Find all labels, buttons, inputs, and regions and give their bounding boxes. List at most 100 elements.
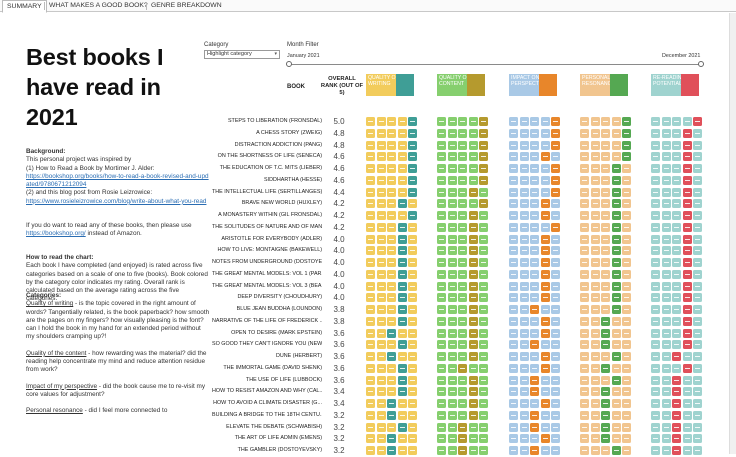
rating-cell (622, 187, 631, 197)
overall-score: 3.2 (333, 422, 345, 432)
table-row[interactable]: THE GREAT MENTAL MODELS: VOL 3 (BEA... 4.… (212, 281, 732, 293)
rating-cell (540, 175, 550, 185)
table-row[interactable]: OPEN TO DESIRE (MARK EPSTEIN) 3.6 (212, 328, 732, 340)
table-row[interactable]: THE EDUCATION OF T.C. MITS (LIEBER) 4.6 (212, 163, 732, 175)
table-row[interactable]: NARRATIVE OF THE LIFE OF FREDERICK ... 3.… (212, 316, 732, 328)
table-row[interactable]: THE GREAT MENTAL MODELS: VOL 1 (PAR... 4.… (212, 269, 732, 281)
tab-what-makes-a-good-book[interactable]: WHAT MAKES A GOOD BOOK? (49, 2, 148, 9)
rating-cell (397, 140, 407, 150)
rating-cell (601, 305, 610, 314)
bookshop-book-link[interactable]: https://bookshop.org/books/how-to-read-a… (26, 172, 209, 189)
table-row[interactable]: SO GOOD THEY CAN'T IGNORE YOU (NEW... 3.6 (212, 339, 732, 351)
rating-cell (479, 363, 488, 373)
table-row[interactable]: STEPS TO LIBERATION (FRONSDAL) 5.0 (212, 116, 732, 128)
rating-cell (551, 211, 560, 220)
rating-cell (651, 363, 660, 373)
rating-cell (551, 352, 560, 361)
table-row[interactable]: NOTES FROM UNDERGROUND (DOSTOYE... 4.0 (212, 257, 732, 269)
rating-cell (622, 281, 631, 291)
table-row[interactable]: ARISTOTLE FOR EVERYBODY (ADLER) 4.0 (212, 234, 732, 246)
rating-cell (376, 246, 386, 256)
rating-cell (590, 316, 600, 326)
table-row[interactable]: SIDDHARTHA (HESSE) 4.6 (212, 175, 732, 187)
book-title: NOTES FROM UNDERGROUND (DOSTOYE... (212, 259, 322, 265)
rating-cell (661, 316, 671, 326)
rating-cell-selected (672, 422, 681, 432)
rating-cell (509, 152, 518, 162)
table-row[interactable]: DUNE (HERBERT) 3.6 (212, 351, 732, 363)
table-row[interactable]: THE IMMORTAL GAME (DAVID SHENK) 3.6 (212, 363, 732, 375)
rating-cell (437, 410, 446, 420)
month-slider-end-handle[interactable] (698, 61, 704, 67)
rating-cell (387, 117, 396, 126)
rating-cell (651, 305, 660, 314)
table-row[interactable]: THE GAMBLER (DOSTOYEVSKY) 3.2 (212, 445, 732, 457)
rating-cell-selected (682, 281, 692, 291)
rating-cell-selected (458, 363, 467, 373)
rating-cell (437, 234, 446, 244)
bookshop-link[interactable]: https://bookshop.org/ (26, 230, 86, 238)
overall-score: 4.0 (333, 293, 345, 303)
rating-cell (468, 199, 478, 209)
rating-cell (397, 128, 407, 138)
rating-cell (611, 140, 621, 150)
rating-cell (519, 246, 529, 256)
tab-genre-breakdown[interactable]: GENRE BREAKDOWN (151, 2, 222, 9)
rating-cell (509, 293, 518, 303)
table-row[interactable]: A MONASTERY WITHIN (GIL FRONSDAL) 4.2 (212, 210, 732, 222)
rating-cell (651, 246, 660, 256)
vertical-scrollbar[interactable] (729, 13, 736, 454)
table-row[interactable]: THE INTELLECTUAL LIFE (SERTILLANGES) 4.4 (212, 187, 732, 199)
rating-cell (672, 269, 681, 279)
category-content-text: - how rewarding was the material? did th… (26, 349, 207, 374)
rating-cell (661, 328, 671, 338)
rating-cell-selected (540, 234, 550, 244)
overall-score: 4.6 (333, 152, 345, 162)
rating-cell (509, 246, 518, 256)
rating-cell (447, 375, 457, 385)
table-row[interactable]: DEEP DIVERSITY (CHOUDHURY) 4.0 (212, 292, 732, 304)
overall-score: 3.2 (333, 410, 345, 420)
table-row[interactable]: BRAVE NEW WORLD (HUXLEY) 4.2 (212, 198, 732, 210)
rating-cell (509, 222, 518, 232)
month-slider-track[interactable] (289, 64, 701, 65)
rating-cell (551, 434, 560, 444)
table-row[interactable]: BUILDING A BRIDGE TO THE 18TH CENTU... 3.… (212, 410, 732, 422)
chevron-down-icon: ▾ (274, 51, 277, 57)
table-row[interactable]: HOW TO AVOID A CLIMATE DISASTER (G... 3.4 (212, 398, 732, 410)
table-row[interactable]: HOW TO LIVE: MONTAIGNE (BAKEWELL) 4.0 (212, 245, 732, 257)
rating-cell (530, 234, 539, 244)
rating-cell-selected (672, 446, 681, 455)
rating-cell (437, 211, 446, 220)
rating-cell (408, 269, 417, 279)
rating-cell-selected (540, 399, 550, 408)
tab-summary[interactable]: SUMMARY (2, 0, 47, 13)
rating-cell (468, 164, 478, 173)
tab-bar: SUMMARY WHAT MAKES A GOOD BOOK? GENRE BR… (0, 0, 736, 13)
table-row[interactable]: ELEVATE THE DEBATE (SCHWABISH) 3.2 (212, 422, 732, 434)
table-row[interactable]: ON THE SHORTNESS OF LIFE (SENECA) 4.6 (212, 151, 732, 163)
category-dropdown[interactable]: Highlight category ▾ (204, 50, 280, 59)
month-slider-start-handle[interactable] (286, 61, 292, 67)
rating-cell (376, 352, 386, 361)
rating-cell (366, 305, 375, 314)
table-row[interactable]: THE USE OF LIFE (LUBBOCK) 3.6 (212, 375, 732, 387)
how-to-read-section: How to read the chart: Each book I have … (26, 254, 210, 304)
table-row[interactable]: A CHESS STORY (ZWEIG) 4.8 (212, 128, 732, 140)
rating-cell (580, 187, 589, 197)
blog-post-link[interactable]: https://www.rosieleizrowice.com/blog/wri… (26, 197, 207, 205)
table-row[interactable]: HOW TO RESIST AMAZON AND WHY (CAL... 3.4 (212, 386, 732, 398)
table-row[interactable]: THE ART OF LIFE ADMIN (EMENS) 3.2 (212, 433, 732, 445)
rating-cell (672, 128, 681, 138)
rating-cell (580, 387, 589, 397)
rating-cell (408, 340, 417, 350)
rating-cell (601, 211, 610, 220)
table-row[interactable]: BLUE JEAN BUDDHA (LOUNDON) 3.8 (212, 304, 732, 316)
table-row[interactable]: DISTRACTION ADDICTION (PANG) 4.8 (212, 140, 732, 152)
rating-cell (468, 446, 478, 455)
category-header-label: PERSONAL RESONANCE (582, 75, 615, 88)
table-row[interactable]: THE SOLITUDES OF NATURE AND OF MAN... 4.2 (212, 222, 732, 234)
category-content-name: Quality of the content (26, 349, 87, 357)
rating-cell (458, 152, 467, 162)
rating-cell-selected (458, 434, 467, 444)
